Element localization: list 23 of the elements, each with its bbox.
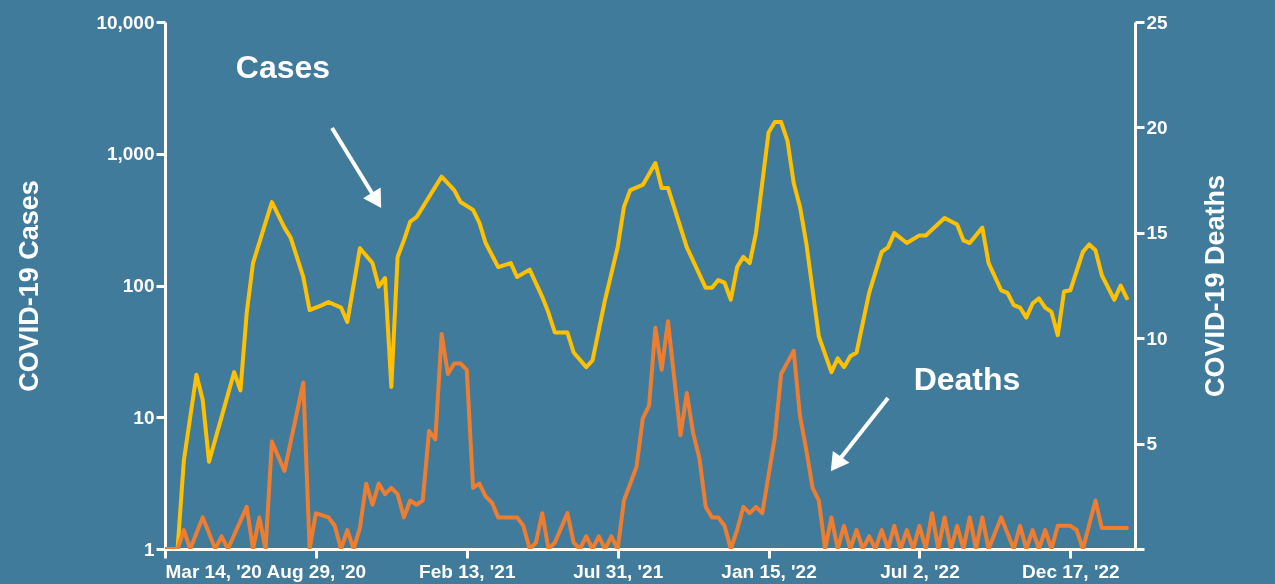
y-tick-label: 1,000	[106, 143, 155, 165]
x-tick-label: Feb 13, '21	[419, 560, 516, 582]
x-tick-label: Aug 29, '20	[266, 560, 367, 582]
y-axis-title: COVID-19 Cases	[14, 180, 45, 392]
y2-axis-title: COVID-19 Deaths	[1199, 174, 1230, 398]
y2-tick-label: 15	[1146, 222, 1169, 244]
x-tick-label: Jul 31, '21	[573, 560, 664, 582]
x-tick-label: Dec 17, '22	[1022, 560, 1120, 582]
y-tick-label: 100	[122, 275, 155, 296]
y2-tick-label: 20	[1146, 116, 1168, 138]
y-tick-label: 10	[133, 406, 155, 428]
y-tick-label: 10,000	[96, 11, 155, 33]
x-tick-label: Mar 14, '20	[165, 560, 262, 582]
x-tick-label: Jul 2, '22	[880, 560, 960, 582]
y2-tick-label: 10	[1146, 327, 1168, 349]
line-series	[175, 120, 1129, 549]
line-series	[165, 319, 1129, 549]
y-tick-label: 1	[143, 538, 155, 560]
y2-tick-label: 25	[1146, 11, 1169, 33]
annotation: Deaths	[913, 361, 1021, 397]
annotation: Cases	[235, 49, 331, 85]
x-tick-label: Jan 15, '22	[721, 560, 817, 582]
y2-tick-label: 5	[1146, 433, 1158, 455]
